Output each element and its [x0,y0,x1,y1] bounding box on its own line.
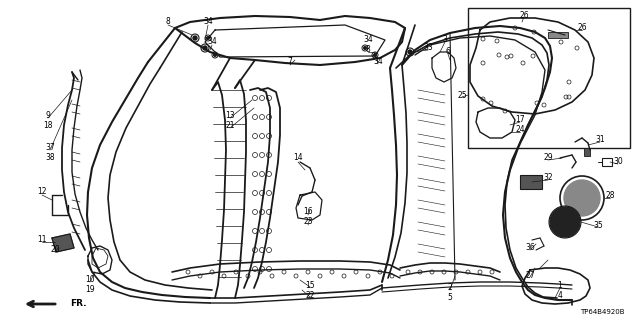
Circle shape [550,207,580,237]
Text: 18: 18 [44,122,52,131]
Bar [548,32,568,38]
Polygon shape [52,234,74,252]
Text: 34: 34 [363,36,373,44]
Text: 23: 23 [303,218,313,227]
Text: 11: 11 [37,236,47,244]
Text: 38: 38 [45,154,55,163]
Circle shape [214,53,216,57]
Text: 5: 5 [447,293,452,302]
Text: 10: 10 [85,276,95,284]
Text: 33: 33 [423,44,433,52]
Text: 12: 12 [37,188,47,196]
Text: 34: 34 [203,18,213,27]
Circle shape [374,53,376,57]
Text: 6: 6 [445,47,451,57]
Text: 16: 16 [303,207,313,217]
Bar [468,8,630,148]
Text: 37: 37 [45,143,55,153]
Text: 34: 34 [207,37,217,46]
Text: 21: 21 [225,122,235,131]
Text: 7: 7 [287,58,292,67]
Circle shape [564,180,600,216]
Text: 31: 31 [595,135,605,145]
Text: 13: 13 [225,110,235,119]
Text: 25: 25 [457,91,467,100]
Circle shape [364,46,367,50]
Bar [584,148,590,156]
Text: 28: 28 [605,191,615,201]
Text: 27: 27 [525,270,535,279]
Text: 32: 32 [543,173,553,182]
Bar [602,158,612,166]
Text: 8: 8 [365,45,371,54]
Text: 14: 14 [293,154,303,163]
Text: FR.: FR. [70,300,86,308]
Text: 8: 8 [166,18,170,27]
Text: 3: 3 [443,36,447,44]
Text: 19: 19 [85,285,95,294]
Circle shape [207,36,209,39]
Circle shape [193,36,197,40]
Text: 35: 35 [593,220,603,229]
Text: 29: 29 [543,154,553,163]
Text: 26: 26 [519,11,529,20]
Text: 22: 22 [305,291,315,300]
Circle shape [408,50,412,54]
Text: 20: 20 [50,245,60,254]
Text: 36: 36 [525,244,535,252]
Text: 34: 34 [373,58,383,67]
Bar [520,175,542,189]
Text: 26: 26 [577,23,587,33]
Text: 9: 9 [45,110,51,119]
Text: 30: 30 [613,157,623,166]
Text: TP64B4920B: TP64B4920B [580,309,625,315]
Text: 24: 24 [515,125,525,134]
Text: 15: 15 [305,281,315,290]
Circle shape [203,46,207,50]
Text: 17: 17 [515,116,525,124]
Text: 2: 2 [447,284,452,292]
Text: 1: 1 [557,282,563,291]
Text: 4: 4 [557,292,563,300]
